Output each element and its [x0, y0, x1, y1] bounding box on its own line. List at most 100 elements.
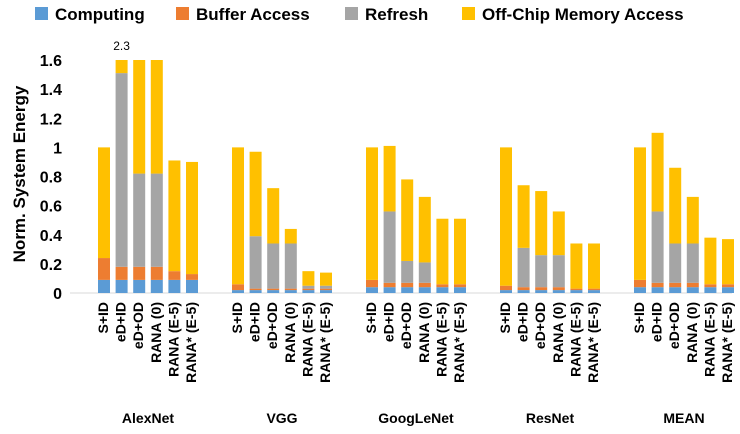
- bar-segment-buffer-access: [284, 288, 297, 291]
- x-tick-label: RANA (E-5): [701, 302, 717, 377]
- y-tick-label: 1.4: [40, 82, 62, 99]
- bar-segment-buffer-access: [634, 279, 646, 288]
- bar-segment-off-chip-memory-access: [115, 60, 128, 74]
- y-tick-label: 1: [53, 140, 62, 157]
- bar-segment-off-chip-memory-access: [535, 191, 548, 256]
- bar-segment-refresh: [320, 285, 332, 289]
- bar-segment-buffer-access: [570, 288, 583, 291]
- bar-segment-off-chip-memory-access: [517, 185, 530, 248]
- legend-label-1: Computing: [55, 5, 145, 24]
- x-tick-label: eD+ID: [649, 302, 665, 342]
- bar-segment-computing: [133, 279, 146, 293]
- bar-segment-computing: [651, 287, 664, 293]
- legend-swatch-1: [35, 7, 48, 20]
- bar-segment-computing: [186, 279, 198, 293]
- bar-segment-refresh: [401, 260, 414, 283]
- bar-segment-buffer-access: [517, 287, 530, 291]
- y-tick-label: 1.2: [40, 111, 62, 128]
- bar-segment-off-chip-memory-access: [552, 211, 565, 256]
- bar-segment-buffer-access: [651, 282, 664, 288]
- bar-segment-buffer-access: [302, 288, 315, 291]
- bars: 2.3: [98, 39, 734, 293]
- bar-segment-off-chip-memory-access: [669, 167, 682, 244]
- bar-segment-off-chip-memory-access: [150, 60, 163, 174]
- y-tick-label: 0.6: [40, 199, 62, 216]
- x-tick-label: RANA (E-5): [433, 302, 449, 377]
- bar-segment-refresh: [686, 243, 699, 283]
- y-tick-label: 1.6: [40, 53, 62, 70]
- bar-segment-computing: [267, 290, 280, 293]
- group-label: MEAN: [663, 410, 704, 426]
- bar-segment-buffer-access: [115, 266, 128, 280]
- bar-segment-buffer-access: [249, 288, 262, 291]
- x-tick-label: RANA (0): [282, 302, 298, 363]
- bar-segment-computing: [500, 290, 512, 293]
- bar-segment-off-chip-memory-access: [383, 145, 396, 212]
- x-tick-label: RANA* (E-5): [183, 302, 199, 383]
- bar-segment-computing: [436, 287, 449, 293]
- x-tick-label: RANA* (E-5): [719, 302, 735, 383]
- y-tick-label: 0.4: [40, 228, 62, 245]
- bar-segment-buffer-access: [588, 288, 600, 291]
- legend-swatch-4: [462, 7, 475, 20]
- x-tick-label: eD+OD: [666, 302, 682, 349]
- bar-segment-computing: [284, 290, 297, 293]
- bar-segment-computing: [634, 287, 646, 293]
- bar-segment-off-chip-memory-access: [168, 160, 181, 272]
- bar-segment-refresh: [284, 243, 297, 289]
- x-tick-label: eD+OD: [264, 302, 280, 349]
- bar-segment-computing: [535, 290, 548, 293]
- x-tick-label: RANA (E-5): [299, 302, 315, 377]
- bar-segment-computing: [686, 287, 699, 293]
- x-tick-label: RANA (E-5): [567, 302, 583, 377]
- bar-segment-buffer-access: [320, 288, 332, 291]
- x-tick-label: RANA* (E-5): [451, 302, 467, 383]
- group-label: VGG: [266, 410, 297, 426]
- bar-segment-off-chip-memory-access: [366, 147, 378, 280]
- legend-swatch-3: [345, 7, 358, 20]
- y-tick-label: 0.8: [40, 170, 62, 187]
- bar-segment-computing: [232, 290, 244, 293]
- bar-segment-buffer-access: [418, 282, 431, 288]
- bar-segment-computing: [168, 279, 181, 293]
- legend-label-4: Off-Chip Memory Access: [482, 5, 684, 24]
- bar-segment-off-chip-memory-access: [686, 196, 699, 244]
- bar-segment-off-chip-memory-access: [320, 272, 332, 286]
- bar-segment-computing: [704, 287, 717, 293]
- legend-label-2: Buffer Access: [196, 5, 310, 24]
- bar-segment-buffer-access: [150, 266, 163, 280]
- bar-segment-computing: [249, 290, 262, 293]
- bar-segment-off-chip-memory-access: [570, 243, 583, 289]
- x-tick-label: S+ID: [363, 302, 379, 334]
- bar-segment-computing: [320, 290, 332, 293]
- bar-segment-computing: [418, 287, 431, 293]
- bar-segment-buffer-access: [186, 274, 198, 280]
- bar-segment-computing: [115, 279, 128, 293]
- y-axis-label: Norm. System Energy: [10, 85, 29, 262]
- bar-segment-refresh: [249, 236, 262, 289]
- bar-segment-buffer-access: [98, 258, 110, 280]
- group-labels: AlexNet VGG GoogLeNet ResNet MEAN: [122, 410, 705, 426]
- bar-segment-refresh: [383, 211, 396, 283]
- bar-segment-buffer-access: [436, 284, 449, 288]
- bar-segment-computing: [722, 287, 734, 293]
- x-tick-label: RANA* (E-5): [317, 302, 333, 383]
- bar-segment-off-chip-memory-access: [186, 161, 198, 275]
- bar-annotation: 2.3: [113, 39, 130, 53]
- bar-segment-buffer-access: [401, 282, 414, 288]
- bar-segment-off-chip-memory-access: [249, 151, 262, 237]
- bar-segment-refresh: [669, 243, 682, 283]
- bar-segment-refresh: [651, 211, 664, 283]
- bar-segment-refresh: [535, 255, 548, 288]
- bar-segment-off-chip-memory-access: [302, 271, 315, 286]
- x-tick-label: eD+OD: [398, 302, 414, 349]
- bar-segment-buffer-access: [535, 287, 548, 291]
- bar-segment-off-chip-memory-access: [267, 188, 280, 244]
- bar-segment-computing: [588, 290, 600, 293]
- x-tick-label: RANA (0): [416, 302, 432, 363]
- x-tick-label: RANA (0): [550, 302, 566, 363]
- x-tick-label: eD+OD: [130, 302, 146, 349]
- bar-segment-off-chip-memory-access: [722, 239, 734, 285]
